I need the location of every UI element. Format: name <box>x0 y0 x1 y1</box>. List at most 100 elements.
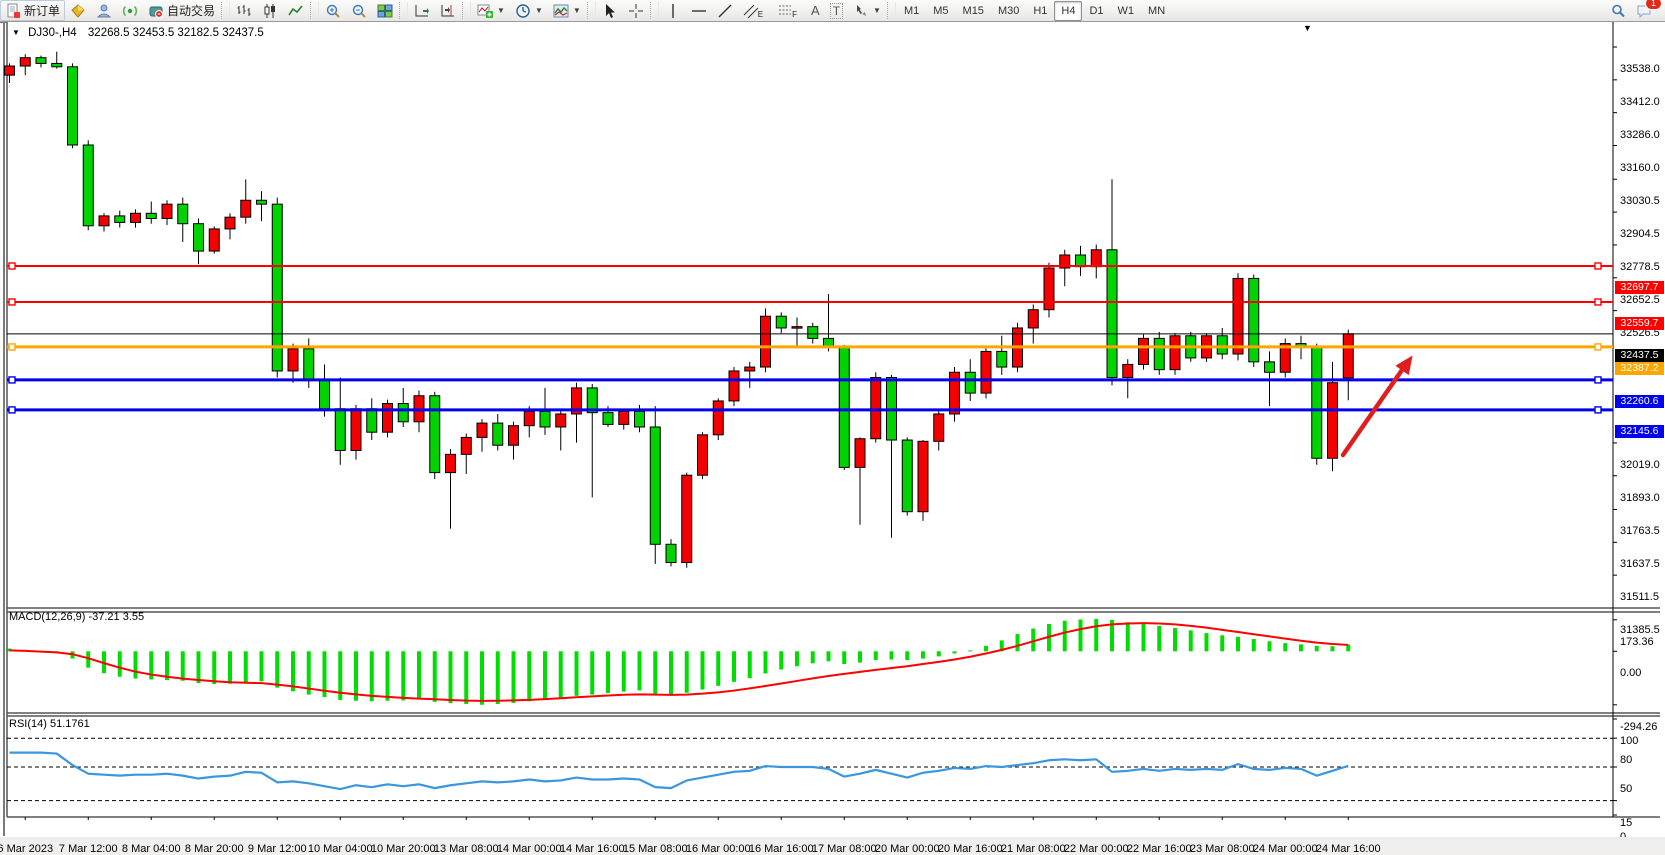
tile-windows-icon <box>377 4 393 17</box>
line-chart-icon <box>288 4 303 15</box>
autotrading-label: 自动交易 <box>167 4 216 18</box>
signals-button[interactable] <box>117 0 143 21</box>
auto-scroll-icon <box>415 4 430 16</box>
fibo-letter: F <box>792 10 798 19</box>
time-axis-label: 8 Mar 20:00 <box>184 843 244 855</box>
chevron-down-icon: ▼ <box>873 6 881 15</box>
new-order-button[interactable]: 新订单 <box>0 0 66 21</box>
text-tool-button[interactable]: A <box>806 0 825 21</box>
crosshair-tool-button[interactable] <box>623 0 649 21</box>
time-axis-label: 13 Mar 08:00 <box>433 843 499 855</box>
zoom-in-icon <box>326 4 340 18</box>
tab-timeframe-m15[interactable]: M15 <box>962 4 984 17</box>
time-axis-label: 8 Mar 04:00 <box>121 843 181 855</box>
time-axis-label: 6 Mar 2023 <box>0 843 54 855</box>
time-axis-label: 22 Mar 00:00 <box>1063 843 1129 855</box>
chart-title: ▼ DJ30-,H4 32268.5 32453.5 32182.5 32437… <box>12 27 264 39</box>
window-bottom-strip <box>0 837 1665 840</box>
vertical-line-tool-button[interactable] <box>660 0 686 21</box>
market-button[interactable] <box>65 0 91 21</box>
macd-indicator-label: MACD(12,26,9) -37.21 3.55 <box>9 611 145 623</box>
time-axis-label: 9 Mar 12:00 <box>247 843 307 855</box>
panel-collapse-icon[interactable]: ▼ <box>1303 23 1312 33</box>
arrows-tool-button[interactable]: ▼ <box>848 0 886 21</box>
search-icon <box>1612 4 1625 17</box>
time-axis-label: 20 Mar 16:00 <box>937 843 1003 855</box>
bar-chart-button[interactable] <box>231 0 257 21</box>
templates-icon <box>553 4 569 17</box>
symbol-dropdown-icon[interactable]: ▼ <box>12 28 20 37</box>
price-tick-label: 31385.5 <box>1620 624 1660 636</box>
price-tick-label: 32904.5 <box>1620 228 1660 241</box>
window-frame <box>3 22 5 836</box>
price-tick-label: 31893.0 <box>1620 491 1660 504</box>
candle-chart-button[interactable] <box>257 0 283 21</box>
signals-icon <box>122 5 138 16</box>
hline-price-tag: 32559.7 <box>1615 316 1664 330</box>
macd-axis-label: 0.00 <box>1620 667 1642 680</box>
toolbar-separator <box>649 2 659 19</box>
toolbar-separator <box>221 2 231 19</box>
channel-letter: E <box>757 10 764 19</box>
tab-timeframe-d1[interactable]: D1 <box>1089 4 1104 17</box>
community-person-icon <box>96 4 112 17</box>
macd-axis-label: -294.26 <box>1620 720 1658 733</box>
tab-timeframe-w1[interactable]: W1 <box>1117 4 1135 17</box>
notifications-button[interactable]: 1 <box>1631 0 1662 21</box>
crosshair-icon <box>628 3 643 18</box>
equidistant-channel-icon <box>743 4 759 18</box>
zoom-out-icon <box>352 4 366 18</box>
new-order-icon <box>7 3 20 18</box>
community-button[interactable] <box>91 0 117 21</box>
time-axis-label: 14 Mar 00:00 <box>496 843 562 855</box>
tab-timeframe-m30[interactable]: M30 <box>997 4 1020 17</box>
hline-price-tag: 32387.2 <box>1615 361 1664 375</box>
hline-price-tag: 32260.6 <box>1615 394 1664 408</box>
zoom-out-button[interactable] <box>346 0 372 21</box>
equidistant-channel-tool-button[interactable]: E <box>738 0 772 21</box>
tab-timeframe-mn[interactable]: MN <box>1148 4 1166 17</box>
time-axis-label: 16 Mar 00:00 <box>685 843 751 855</box>
autotrading-button[interactable]: 自动交易 <box>143 0 220 21</box>
time-axis-label: 22 Mar 16:00 <box>1126 843 1192 855</box>
tile-windows-button[interactable] <box>372 0 398 21</box>
auto-scroll-button[interactable] <box>409 0 435 21</box>
fibonacci-tool-button[interactable]: F <box>772 0 806 21</box>
autotrading-icon <box>149 6 163 18</box>
tab-timeframe-h1[interactable]: H1 <box>1033 4 1048 17</box>
zoom-in-button[interactable] <box>320 0 346 21</box>
tab-timeframe-m1[interactable]: M1 <box>903 4 920 17</box>
price-tick-label: 33030.5 <box>1620 195 1660 208</box>
add-indicator-button[interactable]: ▼ <box>472 0 510 21</box>
tab-timeframe-m5[interactable]: M5 <box>933 4 949 17</box>
price-tick-label: 32019.0 <box>1620 458 1660 471</box>
templates-button[interactable]: ▼ <box>548 0 586 21</box>
hline-price-tag: 32697.7 <box>1615 281 1664 294</box>
toolbar-separator <box>462 2 472 19</box>
line-chart-button[interactable] <box>283 0 309 21</box>
bar-chart-icon <box>237 4 251 16</box>
time-axis-label: 16 Mar 16:00 <box>748 843 814 855</box>
cursor-tool-button[interactable] <box>597 0 623 21</box>
tab-timeframe-h4[interactable]: H4 <box>1054 0 1083 21</box>
chart-shift-button[interactable] <box>435 0 461 21</box>
price-tick-label: 32778.5 <box>1620 260 1660 273</box>
toolbar-separator <box>399 2 409 19</box>
chart-canvas[interactable] <box>0 22 1665 840</box>
trendline-tool-button[interactable] <box>712 0 738 21</box>
time-axis-label: 21 Mar 08:00 <box>1000 843 1066 855</box>
text-label-tool-button[interactable]: T <box>825 0 848 21</box>
horizontal-line-tool-button[interactable] <box>686 0 712 21</box>
chevron-down-icon: ▼ <box>534 6 543 15</box>
time-axis-label: 10 Mar 20:00 <box>370 843 436 855</box>
text-label-icon: T <box>829 2 844 19</box>
time-axis-label: 23 Mar 08:00 <box>1189 843 1255 855</box>
time-axis-label: 14 Mar 16:00 <box>559 843 625 855</box>
time-axis-label: 17 Mar 08:00 <box>811 843 877 855</box>
rsi-axis-label: 15 <box>1620 816 1633 829</box>
time-axis-label: 10 Mar 04:00 <box>307 843 373 855</box>
periods-button[interactable]: ▼ <box>510 0 548 21</box>
toolbar: 新订单 自动交易 ▼ ▼ <box>0 0 1665 22</box>
time-axis-label: 24 Mar 00:00 <box>1252 843 1318 855</box>
search-button[interactable] <box>1605 0 1631 21</box>
